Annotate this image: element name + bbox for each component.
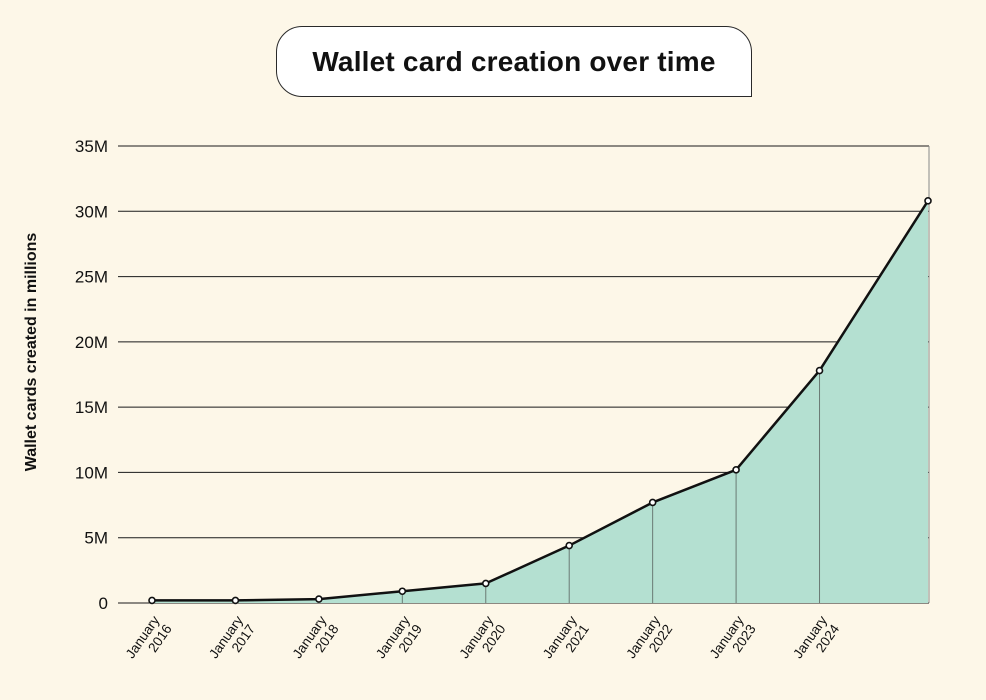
data-point <box>924 197 932 205</box>
y-tick-label: 30M <box>75 202 108 221</box>
data-point <box>648 498 657 507</box>
area-fill-group <box>152 200 928 603</box>
y-tick-label: 20M <box>75 333 108 352</box>
series-line <box>152 200 930 602</box>
y-tick-label: 10M <box>75 463 108 482</box>
data-point <box>231 596 240 605</box>
y-tick-label: 0 <box>99 594 108 613</box>
y-tick-label: 5M <box>84 529 108 548</box>
data-point <box>565 541 574 550</box>
data-point <box>732 466 740 474</box>
chart-title-box: Wallet card creation over time <box>276 26 752 97</box>
data-point <box>481 579 490 588</box>
y-tick-label: 15M <box>75 398 108 417</box>
data-point <box>815 366 824 375</box>
y-axis-ticks: 0 5M 10M 15M 20M 25M 30M 35M <box>75 137 108 613</box>
data-point <box>148 596 156 605</box>
data-point <box>398 587 407 596</box>
data-point <box>315 595 323 603</box>
y-tick-label: 35M <box>75 137 108 156</box>
series-line-group <box>152 200 930 602</box>
data-points <box>148 197 932 605</box>
y-axis-label: Wallet cards created in millions <box>23 233 40 472</box>
y-tick-label: 25M <box>75 268 108 287</box>
area-fill <box>152 200 928 603</box>
chart-title: Wallet card creation over time <box>312 45 716 77</box>
